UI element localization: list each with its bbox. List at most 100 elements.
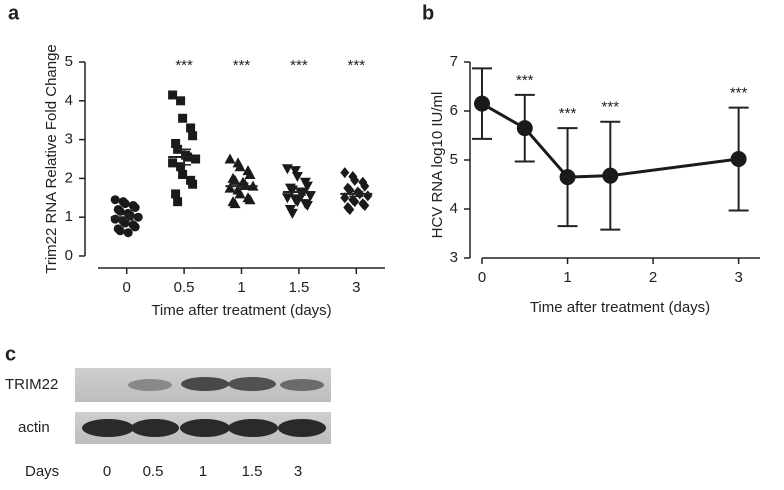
point [363,190,373,202]
band [228,419,278,437]
point [360,200,370,212]
point [304,191,316,202]
point [730,151,747,168]
point [110,195,120,205]
point [516,120,533,137]
point [168,90,178,100]
lane-label: 1.5 [242,463,263,480]
y-tick-label: 5 [450,151,458,168]
band [180,419,230,437]
annotation: *** [233,57,251,74]
lane-label: 3 [294,463,302,480]
y-tick-label: 0 [65,247,73,264]
point [178,113,188,123]
point [345,203,355,215]
point [301,201,313,212]
point [350,174,360,186]
point [173,197,183,207]
point [340,167,350,179]
point [291,171,303,182]
point [286,208,298,219]
annotation: *** [730,85,748,102]
x-tick-label: 2 [649,269,657,286]
band [278,419,326,437]
y-tick-label: 4 [65,92,73,109]
panel-label: c [5,343,16,365]
point [602,167,619,184]
point [130,203,140,212]
point [244,194,256,205]
annotation: *** [175,57,193,74]
point [229,198,241,209]
x-label: Days [25,463,59,480]
point [120,199,130,209]
y-tick-label: 4 [450,200,458,217]
point [281,193,293,204]
y-tick-label: 6 [450,102,458,119]
panel-label: b [422,2,434,24]
point [234,161,246,172]
point [244,169,256,180]
x-axis-title: Time after treatment (days) [151,302,331,319]
y-tick-label: 5 [65,53,73,70]
point [289,166,301,177]
point [559,169,576,186]
annotation: *** [602,99,620,116]
annotation: *** [348,57,366,74]
annotation: *** [559,105,577,122]
lane-label: 0 [103,463,111,480]
x-tick-label: 1 [237,279,245,296]
point [115,226,125,236]
point [191,154,201,164]
point [291,197,303,208]
point [168,158,178,168]
y-axis-title: Trim22 RNA Relative Fold Change [43,44,60,274]
point [178,170,188,180]
point [120,218,130,228]
band [228,377,276,391]
band [131,419,179,437]
point [234,188,246,199]
point [224,182,236,193]
point [345,184,355,196]
x-tick-label: 0.5 [174,279,195,296]
point [188,179,198,189]
band [280,379,324,391]
lane-label: 1 [199,463,207,480]
x-tick-label: 3 [734,269,742,286]
x-tick-label: 0 [478,269,486,286]
point [340,192,350,204]
x-tick-label: 3 [352,279,360,296]
lane-label: 0.5 [143,463,164,480]
western-blot [75,368,331,444]
panel-label: a [8,2,20,24]
x-tick-label: 0 [123,279,131,296]
y-axis-title: HCV RNA log10 IU/ml [429,92,446,239]
point [176,96,186,106]
point [224,153,236,164]
point [176,162,186,172]
annotation: *** [290,57,308,74]
y-tick-label: 7 [450,53,458,70]
y-tick-label: 3 [65,131,73,148]
annotation: *** [516,72,534,89]
x-axis-title: Time after treatment (days) [530,299,710,316]
point [286,185,298,196]
point [130,222,140,232]
point [110,214,120,224]
band [181,377,229,391]
point [123,228,133,238]
y-tick-label: 1 [65,208,73,225]
x-tick-label: 1 [563,269,571,286]
point [301,181,313,192]
point [350,196,360,208]
point [115,206,125,216]
row-label: TRIM22 [5,376,58,393]
band [128,379,172,391]
point [188,131,198,141]
band [82,419,134,437]
point [360,180,370,192]
point [171,138,181,148]
row-label: actin [18,419,50,436]
